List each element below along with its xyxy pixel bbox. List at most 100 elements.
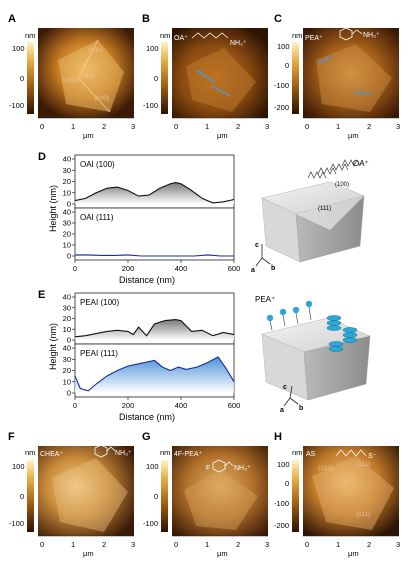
panel-letter-a: A <box>8 13 16 25</box>
diagram-pea-crystal: PEA⁺ c a b <box>255 295 371 414</box>
afm-image-f <box>38 446 134 536</box>
pea-molecules <box>266 300 313 331</box>
crystal-grain-f <box>52 458 128 532</box>
axis-c-pea: c <box>283 384 287 391</box>
diagram-ion-pea: PEA⁺ <box>255 295 275 304</box>
line-profile-marker-b1 <box>195 69 215 83</box>
ytick-label-d1-10: 10 <box>63 241 71 250</box>
cbar-tick-g-m100: -100 <box>143 519 158 528</box>
series-line-e0 <box>74 319 235 338</box>
afm-xlabel-h: μm <box>348 549 359 558</box>
colorbar-h <box>292 460 299 532</box>
afm-xtick-a-3: 3 <box>131 122 135 131</box>
ethyl-chain-c <box>351 29 363 35</box>
ytick-label-d0-10: 10 <box>63 188 71 197</box>
ytick-label-e1-40: 40 <box>63 344 71 353</box>
ammonium-label-b: NH₃⁺ <box>230 40 247 47</box>
afm-xtick-h-0: 0 <box>305 540 309 549</box>
series-label-e-100: PEAI (100) <box>80 298 119 307</box>
fluorine-label-g: F <box>206 465 210 472</box>
facet-label-a-100-top: (100) <box>88 47 103 54</box>
ylabel-e: Height (nm) <box>48 323 58 370</box>
afm-xtick-b-0: 0 <box>174 122 178 131</box>
axes-triad-oa <box>255 244 271 267</box>
colorbar-f <box>27 460 34 532</box>
ytick-label-e1-10: 10 <box>63 377 71 386</box>
thiolate-label-h: S⁻ <box>368 453 377 460</box>
crystal-grain-b <box>186 48 256 112</box>
ammonium-label-c: NH₃⁺ <box>363 32 380 39</box>
afm-xtick-f-3: 3 <box>131 540 135 549</box>
ytick-label-e0-30: 30 <box>63 303 71 312</box>
cbar-unit-h: nm <box>292 448 302 457</box>
cbar-tick-h-100: 100 <box>277 460 290 469</box>
ylabel-d: Height (nm) <box>48 185 58 232</box>
line-profile-marker-b2 <box>211 85 231 97</box>
cbar-tick-h-0: 0 <box>285 479 289 488</box>
phenyl-ring-icon-g <box>212 459 226 473</box>
afm-xtick-c-2: 2 <box>367 122 371 131</box>
xtick-label-e-0: 0 <box>73 401 77 410</box>
cbar-tick-b-100: 100 <box>146 44 159 53</box>
cbar-tick-f-m100: -100 <box>9 519 24 528</box>
afm-xtick-c-0: 0 <box>305 122 309 131</box>
ytick-label-e0-10: 10 <box>63 325 71 334</box>
afm-xtick-c-3: 3 <box>396 122 400 131</box>
afm-xtick-h-3: 3 <box>396 540 400 549</box>
series-line-d0 <box>74 182 235 204</box>
colorbar-a <box>27 42 34 114</box>
ytick-label-d0-0: 0 <box>67 200 71 209</box>
line-profile-marker-c1 <box>317 55 333 65</box>
cbar-tick-b-0: 0 <box>154 74 158 83</box>
xtick-label-e-600: 600 <box>228 401 241 410</box>
ammonium-label-g: NH₃⁺ <box>234 465 251 472</box>
panel-letter-c: C <box>274 13 282 25</box>
diagram-facet-100-oa: (100) <box>335 182 349 188</box>
cbar-tick-a-100: 100 <box>12 44 25 53</box>
alkyl-chain-oa <box>191 32 229 39</box>
diagram-oa-crystal: OA⁺ (100) (111) c a b <box>251 159 369 274</box>
ion-label-pea: PEA⁺ <box>305 35 323 42</box>
alkyl-chain-h <box>335 449 367 457</box>
afm-xlabel-b: μm <box>217 131 228 140</box>
afm-image-g <box>172 446 268 536</box>
crystal-grain-h <box>312 456 394 530</box>
cbar-tick-c-m100: -100 <box>274 81 289 90</box>
axis-a-oa: a <box>251 267 255 274</box>
panel-letter-b: B <box>142 13 150 25</box>
cbar-tick-c-m200: -200 <box>274 103 289 112</box>
series-line-d1 <box>75 254 234 257</box>
afm-xtick-g-3: 3 <box>265 540 269 549</box>
cbar-tick-c-100: 100 <box>277 42 290 51</box>
facet-label-a-111: (111) <box>80 73 94 80</box>
panel-letter-g: G <box>142 431 151 443</box>
series-area-e0 <box>75 319 234 340</box>
facet-label-a-100-left: (100) <box>62 77 77 84</box>
cbar-tick-c-0: 0 <box>285 61 289 70</box>
afm-xtick-g-0: 0 <box>174 540 178 549</box>
series-line-e1 <box>74 356 235 392</box>
ytick-label-d0-30: 30 <box>63 166 71 175</box>
pea-stacks <box>326 315 358 352</box>
panel-letter-h: H <box>274 431 282 443</box>
afm-xtick-a-0: 0 <box>40 122 44 131</box>
panel-letter-e: E <box>38 289 45 301</box>
cyclohexyl-ring-icon-f <box>94 444 108 458</box>
plot-frame-d-bottom <box>74 207 235 261</box>
ytick-label-d1-30: 30 <box>63 219 71 228</box>
diagram-facet-111-oa: (111) <box>318 206 331 212</box>
cbar-tick-g-0: 0 <box>154 492 158 501</box>
xtick-label-d-200: 200 <box>122 264 135 273</box>
afm-xlabel-c: μm <box>348 131 359 140</box>
axis-b-oa: b <box>271 265 275 272</box>
cbar-unit-b: nm <box>160 31 170 40</box>
afm-panel-b: B nm 100 0 -100 OA⁺ NH₃⁺ 0 1 2 3 μm <box>142 13 269 140</box>
cbar-tick-h-m100: -100 <box>274 499 289 508</box>
facet-label-h-100: (100) <box>318 465 333 472</box>
ytick-label-e0-20: 20 <box>63 314 71 323</box>
crystal-grain-g <box>184 470 258 530</box>
xtick-label-d-0: 0 <box>73 264 77 273</box>
xtick-label-d-400: 400 <box>175 264 188 273</box>
